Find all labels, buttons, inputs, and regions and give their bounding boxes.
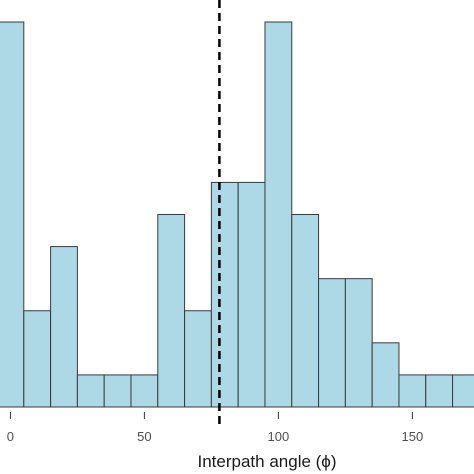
histogram-bar-15 — [398, 374, 427, 408]
histogram-bar-6 — [157, 214, 186, 408]
histogram-bar-7 — [184, 310, 212, 408]
histogram-bar-9 — [237, 181, 266, 408]
histogram-bar-1 — [23, 310, 52, 408]
histogram-bar-5 — [130, 374, 159, 408]
histogram-bar-8 — [210, 181, 239, 408]
histogram-bar-17 — [452, 374, 474, 408]
x-axis-title: Interpath angle (ϕ) — [198, 452, 337, 471]
histogram-bar-2 — [50, 246, 78, 408]
x-tick-label-3: 150 — [402, 429, 424, 444]
histogram-bar-0 — [0, 21, 25, 408]
x-tick-label-0: 0 — [7, 429, 14, 444]
histogram-bar-14 — [371, 342, 400, 408]
histogram-bar-3 — [76, 374, 105, 408]
histogram-bar-16 — [425, 374, 454, 408]
histogram-bar-4 — [103, 374, 132, 408]
histogram-bar-10 — [264, 21, 293, 408]
histogram-bar-11 — [291, 214, 320, 408]
x-axis-ticks: 0 50 100 150 — [7, 412, 423, 444]
x-tick-label-2: 100 — [268, 429, 290, 444]
histogram-bar-12 — [318, 278, 346, 408]
histogram-bars — [0, 21, 474, 408]
x-tick-label-1: 50 — [137, 429, 151, 444]
histogram-bar-13 — [344, 278, 373, 408]
